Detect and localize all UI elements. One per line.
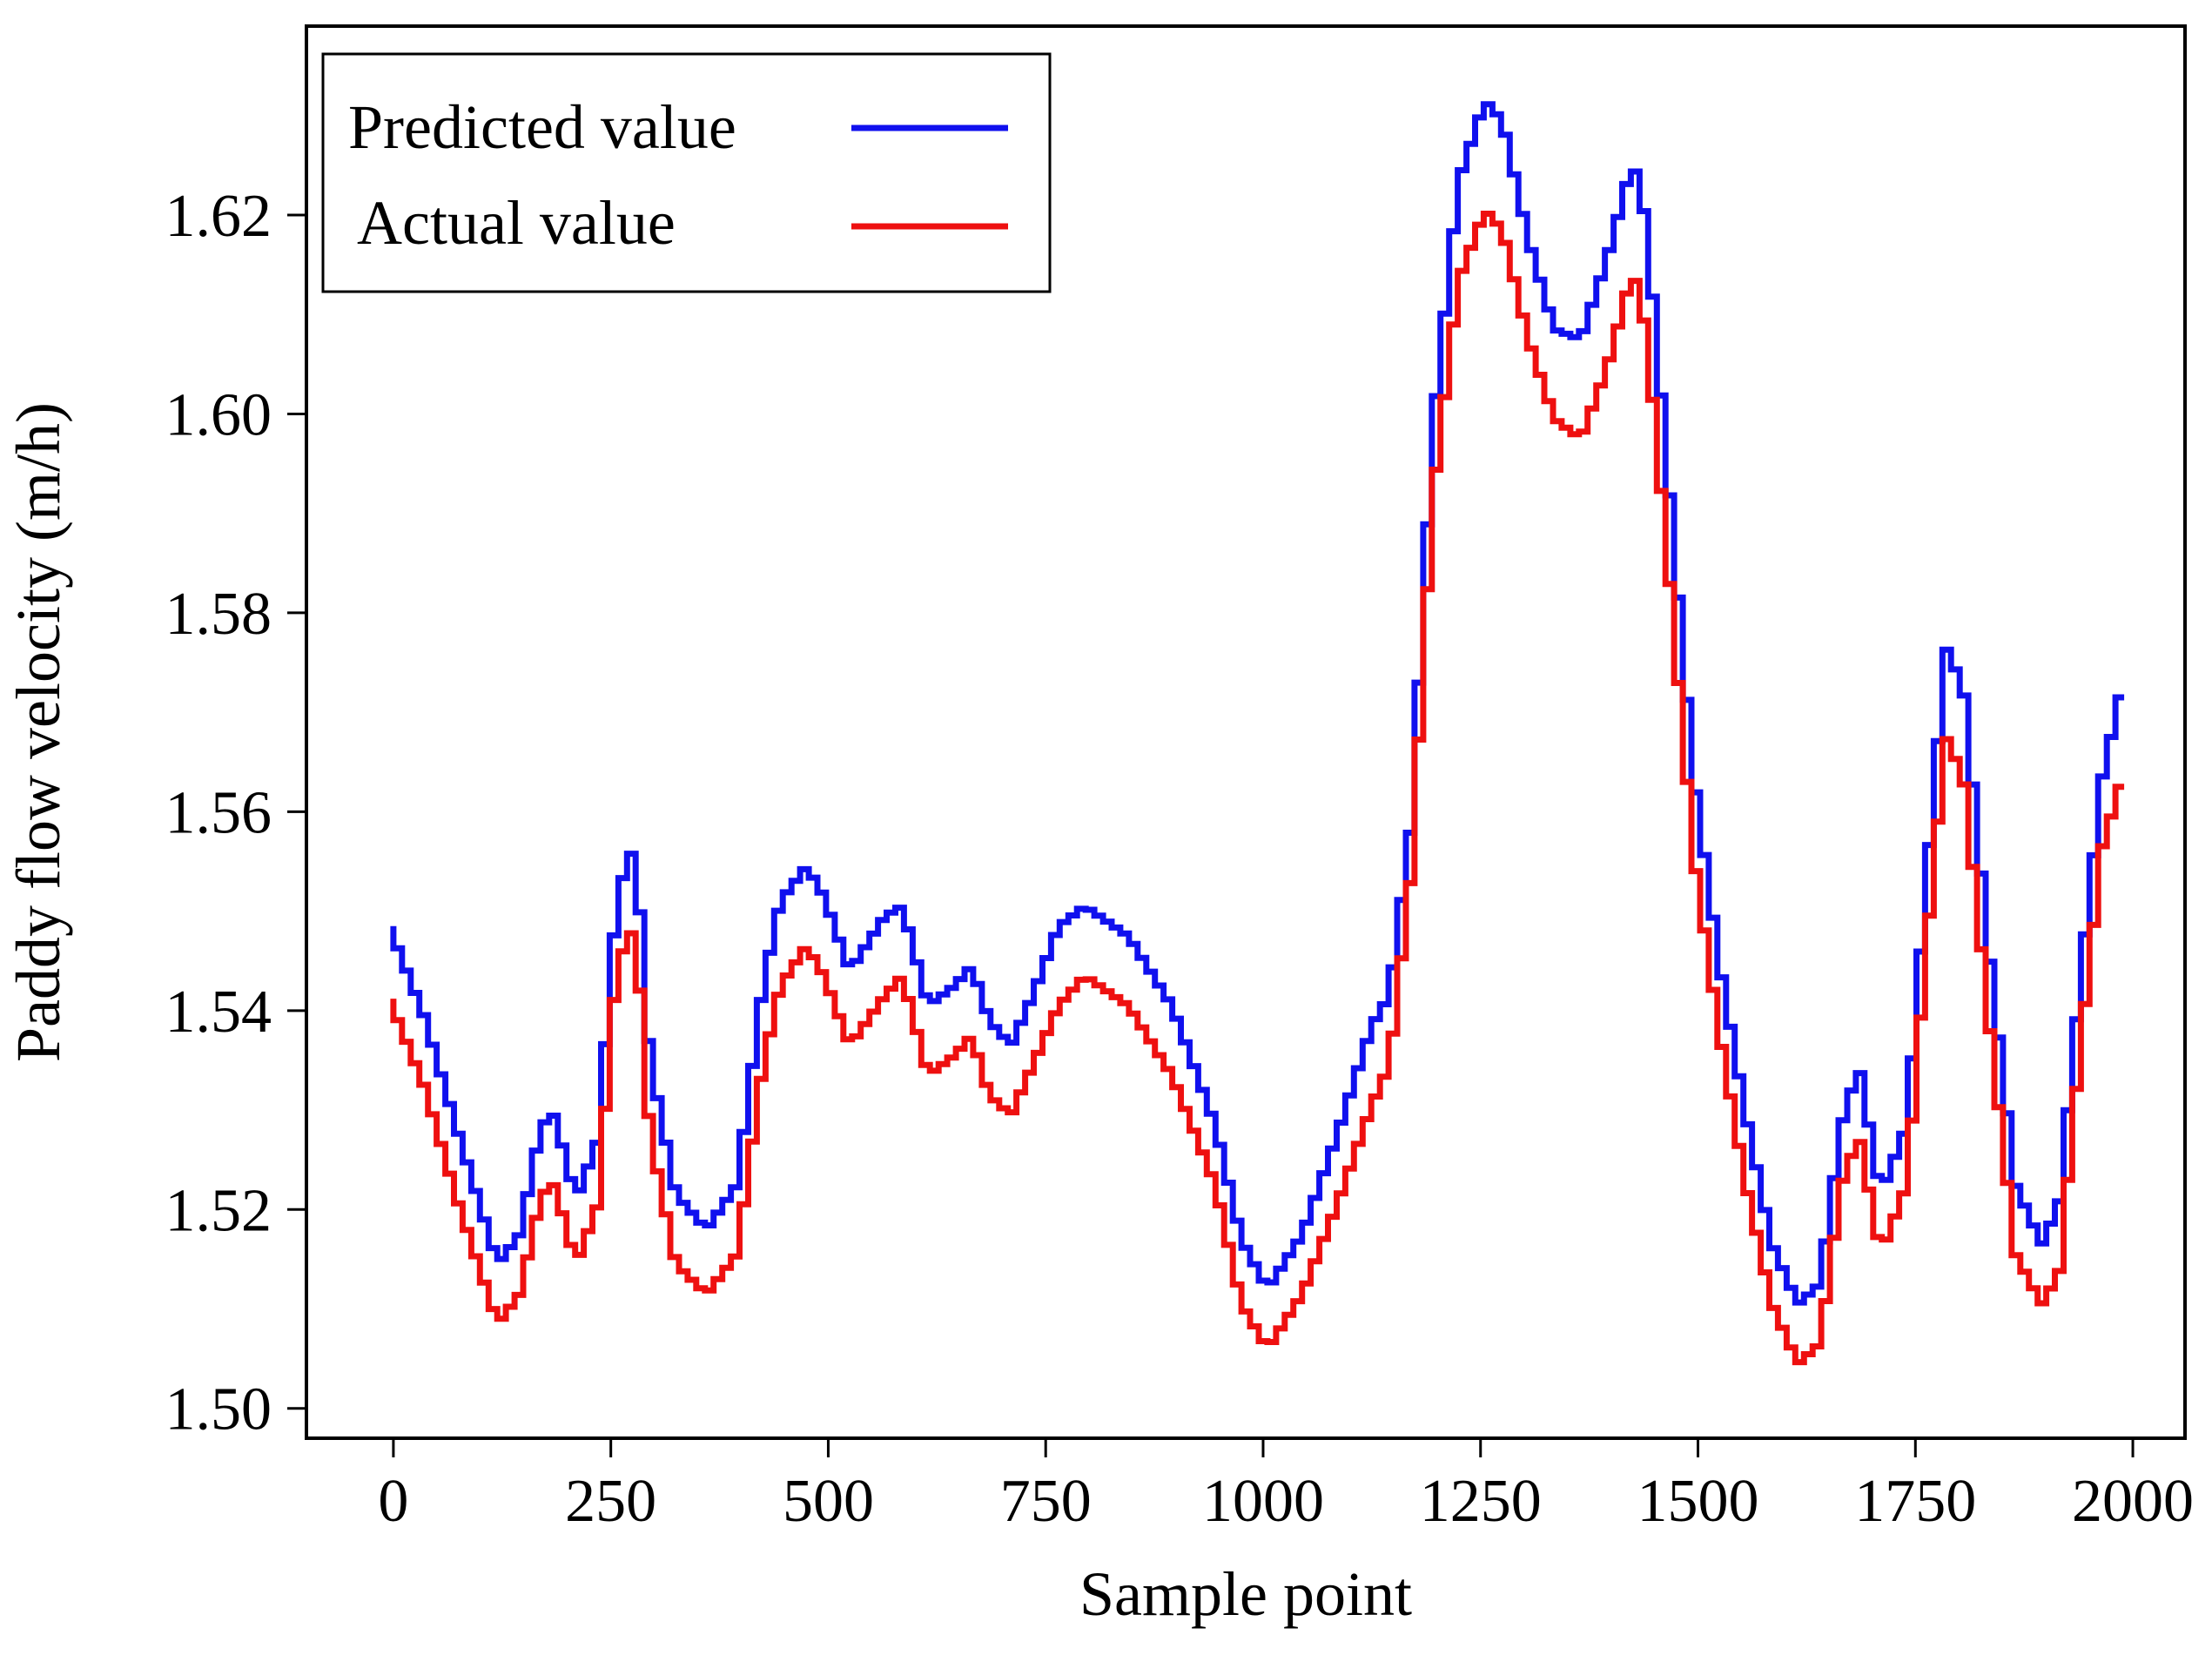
series-layer: [390, 101, 2125, 1366]
y-tick-label: 1.54: [165, 979, 272, 1046]
x-tick-label: 250: [565, 1468, 656, 1535]
y-tick-label: 1.50: [165, 1376, 272, 1443]
x-tick-label: 500: [783, 1468, 874, 1535]
x-tick-label: 1250: [1420, 1468, 1542, 1535]
series-line-actual: [390, 211, 2125, 1366]
y-tick-label: 1.60: [165, 381, 272, 448]
y-tick-label: 1.58: [165, 581, 272, 648]
x-tick-label: 1500: [1637, 1468, 1759, 1535]
legend: Predicted value Actual value: [321, 52, 1052, 293]
x-axis-ticks: 0 250 500 750 1000 1250 1500 1750 2000: [378, 1438, 2194, 1535]
legend-label-predicted: Predicted value: [348, 92, 736, 162]
y-axis-ticks: 1.50 1.52 1.54 1.56 1.58 1.60 1.62: [165, 183, 306, 1443]
legend-box: [321, 52, 1052, 293]
series-line-predicted: [390, 101, 2125, 1306]
y-axis-title: Paddy flow velocity (m/h): [3, 402, 73, 1062]
x-tick-label: 1000: [1202, 1468, 1324, 1535]
x-tick-label: 1750: [1854, 1468, 1976, 1535]
y-tick-label: 1.62: [165, 183, 272, 250]
y-tick-label: 1.56: [165, 779, 272, 846]
x-tick-label: 750: [1000, 1468, 1092, 1535]
x-axis-title: Sample point: [1079, 1559, 1412, 1629]
plot-frame: [305, 24, 2187, 1440]
x-tick-label: 2000: [2072, 1468, 2194, 1535]
legend-label-actual: Actual value: [357, 188, 676, 258]
y-tick-label: 1.52: [165, 1177, 272, 1244]
x-tick-label: 0: [378, 1468, 408, 1535]
